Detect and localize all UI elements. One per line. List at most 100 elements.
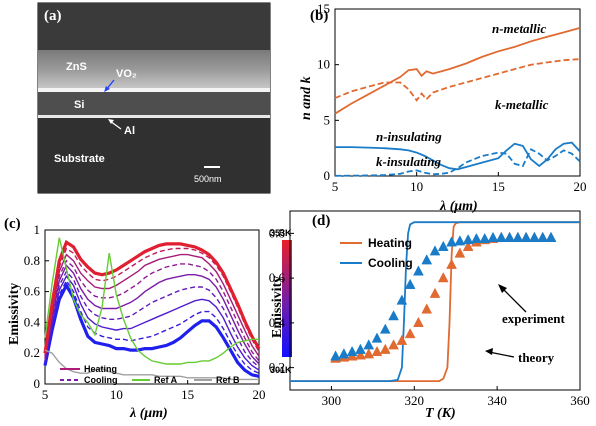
series-line-b-n-metallic <box>334 27 581 115</box>
colorbar-min-label: 301K <box>270 365 292 375</box>
plot-frame-b <box>334 8 581 177</box>
ytick-label-c-0: 0 <box>34 376 41 391</box>
sem-arrowhead-al <box>108 119 114 124</box>
xtick-label-c-3: 20 <box>253 387 266 402</box>
series-line-c-0 <box>43 282 260 378</box>
colorbar-max-label: 353K <box>270 228 292 238</box>
panel-label-a: (a) <box>44 8 62 24</box>
ytick-label-c-2: 0.4 <box>24 314 41 329</box>
sem-label-vo2: VO₂ <box>116 68 137 80</box>
marker-d-cooling-20 <box>495 231 507 242</box>
colorbar <box>282 240 292 357</box>
sem-layer-vo2 <box>38 88 270 92</box>
xtick-label-c-2: 15 <box>181 387 194 402</box>
xtick-label-d-0: 300 <box>322 393 342 408</box>
series-line-c-8 <box>43 239 261 354</box>
marker-d-cooling-21 <box>504 231 515 242</box>
sem-arrowhead-vo2 <box>104 86 110 92</box>
ytick-label-b-3: 15 <box>317 1 330 16</box>
sem-label-zns: ZnS <box>66 61 87 73</box>
series-d <box>290 221 580 382</box>
xtick-label-b-3: 20 <box>574 179 587 194</box>
panel-c: (c) 5 10 15 20 0 0.2 0.4 0.6 0.8 1 Heating Coolin… <box>4 216 292 421</box>
series-line-c-4 <box>44 264 260 365</box>
legend-c: Heating Cooling Ref A Ref B <box>60 364 240 385</box>
marker-d-heating-14 <box>446 258 457 269</box>
arrowhead-experiment <box>498 284 507 293</box>
ytick-label-c-3: 0.6 <box>24 284 41 299</box>
marker-d-cooling-8 <box>396 294 408 305</box>
series-line-b-k-insulating <box>334 148 581 177</box>
ytick-label-d-2: 0.6 <box>269 270 286 285</box>
series-line-c-9 <box>44 237 259 365</box>
marker-d-cooling-11 <box>421 254 433 265</box>
marker-d-cooling-9 <box>404 278 416 289</box>
marker-d-heating-12 <box>429 287 441 298</box>
ytick-label-d-3: 0.8 <box>269 225 285 240</box>
marker-d-heating-5 <box>371 345 383 357</box>
marker-d-cooling-3 <box>355 343 366 354</box>
legend-d: Heating Cooling <box>340 236 413 270</box>
xtick-label-c-0: 5 <box>42 387 49 402</box>
sem-scale-label: 500nm <box>194 174 222 184</box>
legend-label-cooling-d: Cooling <box>368 256 413 270</box>
panel-a: (a) ZnS VO₂ Si Al Substrate 500nm <box>37 2 271 194</box>
panel-label-c: (c) <box>4 216 21 232</box>
ylabel-b: n and k <box>299 76 314 120</box>
panel-label-d: (d) <box>312 213 330 229</box>
series-line-c-3 <box>44 270 260 368</box>
annotation-theory: theory <box>518 350 555 365</box>
series-line-c-2 <box>44 274 260 371</box>
marker-d-cooling-2 <box>346 345 358 357</box>
marker-d-cooling-5 <box>371 332 383 343</box>
sem-layer-top <box>38 3 270 50</box>
annotation-experiment: experiment <box>502 311 565 326</box>
ytick-label-c-5: 1 <box>34 222 41 237</box>
marker-d-heating-16 <box>462 240 474 251</box>
axes-c: 5 10 15 20 0 0.2 0.4 0.6 0.8 1 <box>24 222 266 402</box>
xlabel-b: λ (μm) <box>439 199 478 214</box>
sem-label-si: Si <box>74 99 84 111</box>
marker-d-cooling-13 <box>437 240 449 251</box>
ytick-label-b-2: 10 <box>317 57 330 72</box>
legend-label-refa: Ref A <box>154 375 178 385</box>
ytick-label-c-1: 0.2 <box>24 345 40 360</box>
marker-d-cooling-1 <box>338 348 350 359</box>
marker-d-heating-7 <box>388 339 399 350</box>
ytick-label-b-0: 0 <box>324 168 331 183</box>
sem-layer-zns <box>38 50 270 89</box>
marker-d-cooling-0 <box>330 350 341 361</box>
ytick-label-c-4: 0.8 <box>24 253 40 268</box>
marker-d-cooling-22 <box>512 231 524 242</box>
marker-d-cooling-4 <box>363 339 375 350</box>
marker-d-cooling-25 <box>537 231 549 242</box>
arrow-experiment <box>500 286 527 313</box>
plot-frame-c <box>44 229 260 385</box>
marker-d-cooling-26 <box>545 231 557 242</box>
marker-d-cooling-24 <box>529 231 540 242</box>
sem-layer-substrate <box>38 118 270 193</box>
marker-d-heating-15 <box>454 247 466 258</box>
marker-d-cooling-16 <box>462 234 474 245</box>
arrowhead-theory <box>485 348 493 355</box>
sem-label-substrate: Substrate <box>54 153 105 165</box>
marker-d-cooling-14 <box>446 236 457 247</box>
legend-label-heating: Heating <box>84 364 117 374</box>
marker-d-heating-10 <box>413 316 424 327</box>
xtick-label-b-2: 15 <box>492 179 505 194</box>
marker-d-cooling-15 <box>454 235 466 246</box>
series-line-c-6 <box>44 253 260 357</box>
panel-d: (d) 300 320 340 360 0.2 0.4 0.6 0.8 Heating Coo… <box>269 210 590 421</box>
marker-d-heating-9 <box>404 328 416 339</box>
panel-label-b: (b) <box>310 8 328 24</box>
xtick-label-d-2: 340 <box>487 393 507 408</box>
legend-label-heating-d: Heating <box>368 236 412 250</box>
marker-d-cooling-19 <box>487 231 499 242</box>
marker-d-cooling-17 <box>471 232 482 244</box>
annotation-k-metallic: k-metallic <box>495 97 549 112</box>
ytick-label-b-1: 5 <box>324 112 331 127</box>
annotation-k-insulating: k-insulating <box>376 154 442 169</box>
